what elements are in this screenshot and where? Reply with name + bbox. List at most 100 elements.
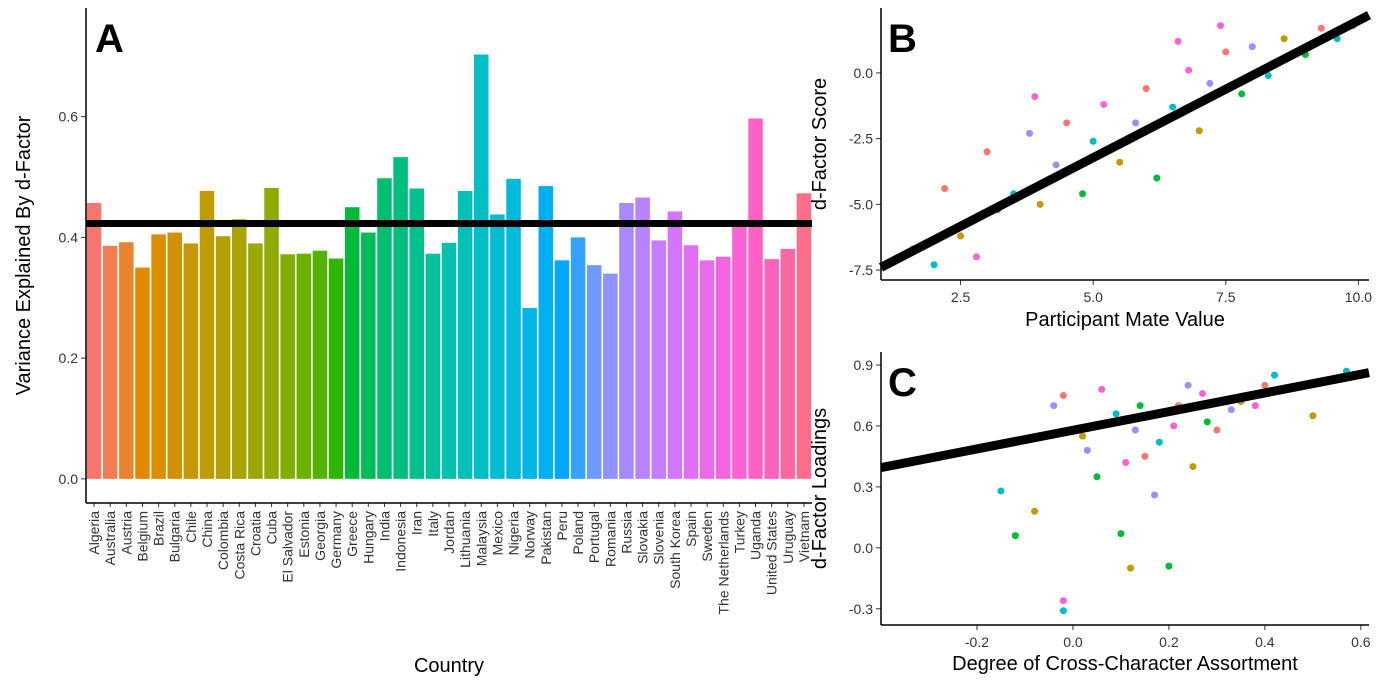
point [1174,37,1182,45]
point [941,185,949,193]
x-tick-label: Uganda [748,511,764,560]
x-tick-label: Slovakia [635,511,651,564]
panel-label: C [888,361,917,405]
x-tick-label: Slovenia [651,511,667,565]
bar [570,237,586,479]
bar [232,219,247,479]
point [1185,66,1193,74]
x-tick-label: 0.4 [1255,634,1275,650]
x-tick-label: 0.0 [1063,634,1083,650]
x-tick-label: Iran [409,511,425,535]
y-axis-title: d-Factor Loadings [809,408,831,569]
bar [199,190,215,479]
bar [119,242,134,479]
bar [619,202,634,479]
bar [699,260,715,479]
bar [167,232,182,479]
x-tick-label: Romania [602,511,618,567]
bar [635,197,650,479]
y-tick-label: 0.6 [854,418,874,434]
bar [102,245,118,479]
x-tick-label: Austria [118,511,134,555]
x-tick-label: Sweden [699,511,715,562]
x-tick-label: Nigeria [506,511,522,556]
y-tick-label: 0.2 [59,350,79,366]
x-tick-label: Indonesia [393,511,409,572]
x-tick-label: 10.0 [1345,289,1372,305]
point [1093,473,1101,481]
point [1031,507,1039,515]
point [1083,446,1091,454]
y-tick-label: -2.5 [849,131,873,147]
point [1203,418,1211,426]
point [997,487,1005,495]
bar [151,234,166,479]
bar [183,243,199,479]
point [1184,381,1192,389]
x-tick-label: Peru [554,511,570,541]
point [1198,389,1206,397]
x-tick-label: Colombia [215,511,231,570]
point [1136,402,1144,410]
point [957,232,965,240]
point [1131,426,1139,434]
point [1142,85,1150,93]
x-tick-label: The Netherlands [715,511,731,615]
y-tick-label: 0.6 [59,109,79,125]
point [1317,24,1325,32]
point [972,253,980,261]
y-axis-title: Variance Explained By d-Factor [13,115,35,395]
point [1169,103,1177,111]
bar [135,267,150,479]
x-tick-label: Mexico [489,511,505,556]
x-tick-label: 2.5 [951,289,971,305]
point [1036,200,1044,208]
x-tick-label: Algeria [86,511,102,555]
bar [377,178,392,479]
panel-label: B [888,17,917,61]
x-tick-label: Poland [570,511,586,555]
x-tick-label: Norway [522,511,538,558]
x-tick-label: Lithuania [457,511,473,568]
x-tick-label: 0.6 [1351,634,1371,650]
x-tick-label: El Salvador [280,511,296,583]
bar [361,232,376,479]
x-tick-label: Vietnam [796,511,812,562]
bar [796,193,812,479]
trend-line [880,368,1370,472]
point [1050,402,1058,410]
point [1031,93,1039,101]
bar [393,157,408,479]
point [1151,491,1159,499]
point [1216,22,1224,30]
panel-label: A [95,17,124,61]
bar [296,253,312,479]
x-tick-label: Italy [425,511,441,537]
point [1261,381,1269,389]
bar [651,240,666,479]
point [1026,129,1034,137]
bar [490,214,505,479]
x-tick-label: Malaysia [473,511,489,566]
bar [683,245,699,479]
point [1165,562,1173,570]
x-tick-label: Jordan [441,511,457,554]
point [1222,48,1230,56]
bar [603,273,618,479]
point [1059,391,1067,399]
point [1170,422,1178,430]
x-axis-title: Participant Mate Value [1025,309,1225,331]
bar [312,250,328,479]
bar [764,259,779,479]
x-tick-label: Australia [102,511,118,566]
point [1213,426,1221,434]
point [983,148,991,156]
bar [344,207,360,479]
bar [474,54,489,479]
x-tick-label: Germany [328,511,344,569]
x-tick-label: Estonia [296,511,312,558]
point [1117,530,1125,538]
bar [215,236,231,479]
bar [586,265,602,479]
x-tick-label: China [199,511,215,548]
